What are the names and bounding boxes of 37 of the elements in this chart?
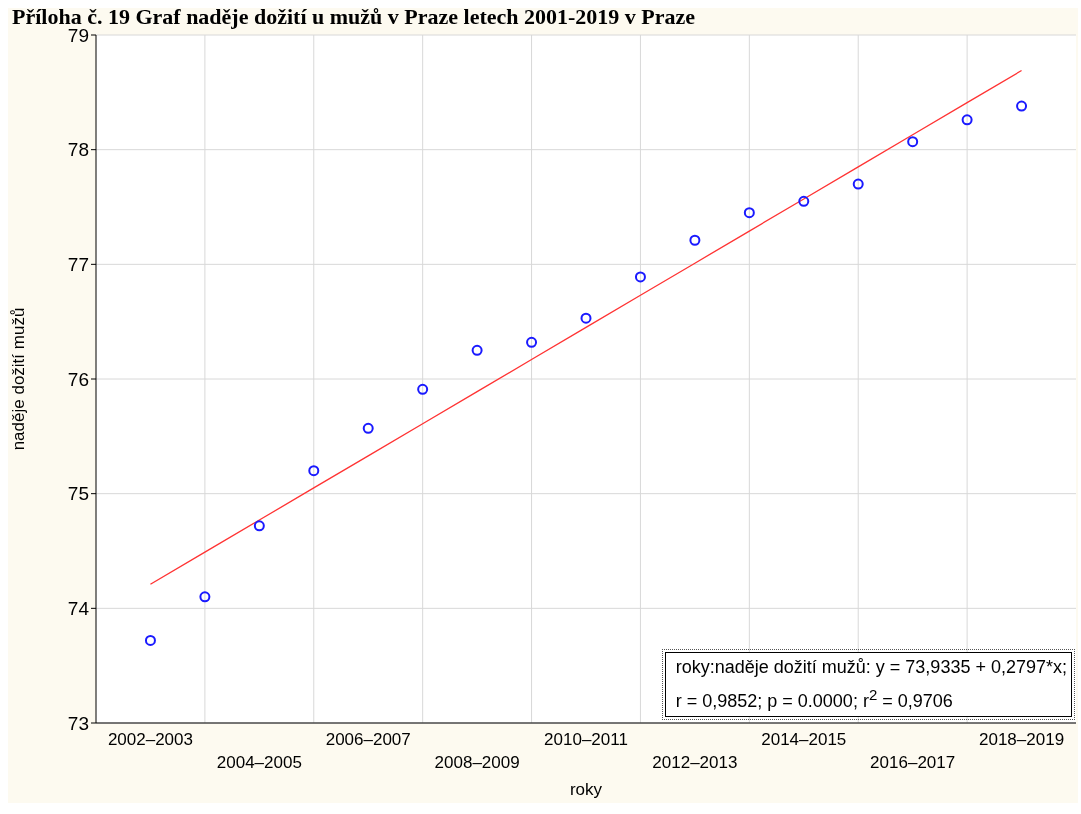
x-tick-label: 2018–2019 [979,730,1065,749]
x-tick-label: 2016–2017 [870,753,956,772]
y-axis-title: naděje dožití mužů [9,307,29,451]
y-tick-label: 77 [67,254,89,276]
x-axis-title: roky [569,780,603,799]
y-tick-label: 78 [67,139,89,161]
y-tick-label: 74 [67,598,90,620]
x-tick-label: 2008–2009 [434,753,520,772]
point [634,271,646,283]
annotation: r = 0,9852; p = 0.0000; r$^{2}$ = 0,9706 [675,685,954,713]
line-series [149,69,1023,585]
point [144,634,156,646]
x-tick-label: 2010–2011 [544,730,628,749]
point [961,114,973,126]
point [743,207,755,219]
annotation: roky:naděje dožití mužů: y = 73,9335 + 0,2797*x; [675,656,1067,679]
point [417,383,429,395]
point [471,344,483,356]
x-tick-label: 2012–2013 [652,753,738,772]
point [253,520,265,532]
x-tick-label: 2004–2005 [216,753,302,772]
y-tick-label: 76 [67,368,89,390]
y-tick-label: 73 [67,712,89,734]
point [907,136,919,148]
point [580,312,592,324]
x-tick-label: 2002–2003 [107,730,193,749]
x-tick-label: 2006–2007 [325,730,411,749]
x-tick-label: 2014–2015 [761,730,847,749]
point [362,422,374,434]
point [308,465,320,477]
point [798,195,810,207]
point [852,178,864,190]
y-tick-label: 75 [67,483,89,505]
point [199,591,211,603]
point [526,336,538,348]
point [689,234,701,246]
point [1016,100,1028,112]
